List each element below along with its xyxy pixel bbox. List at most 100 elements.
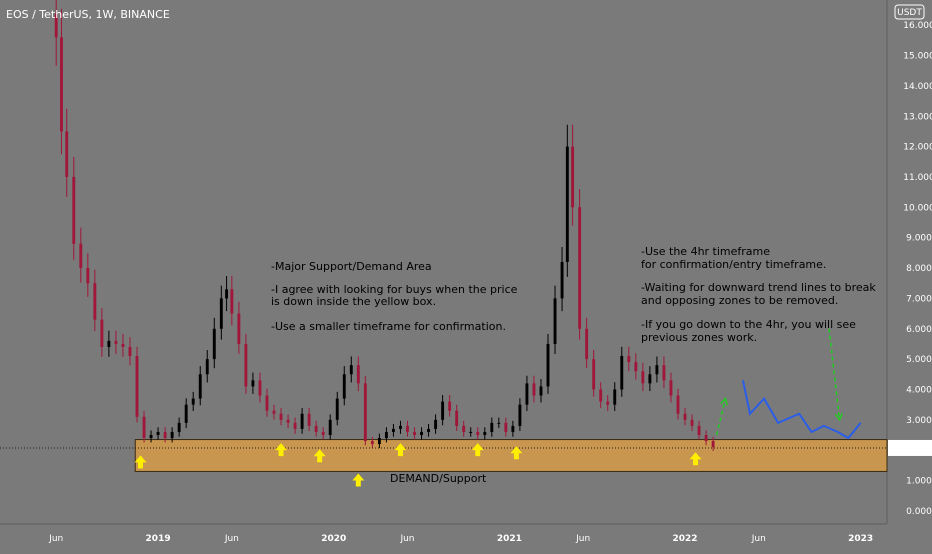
candle-body	[384, 431, 388, 439]
annotation-text: -If you go down to the 4hr, you will see	[641, 318, 856, 331]
candle-body	[560, 261, 564, 299]
x-tick-label: Jun	[399, 534, 414, 544]
candle-body	[349, 365, 353, 375]
candle-body	[156, 431, 160, 435]
trend-arrow-line	[715, 398, 727, 436]
candle-body	[634, 362, 638, 372]
candle-body	[399, 425, 402, 429]
x-tick-label: 2019	[146, 534, 171, 544]
candle-body	[177, 422, 181, 432]
candle-body	[225, 289, 229, 299]
candle-body	[565, 146, 569, 262]
candle-body	[219, 298, 223, 329]
y-tick-label: 14.000	[903, 82, 932, 92]
candle-body	[65, 131, 69, 177]
candle-body	[420, 431, 423, 435]
candle-body	[149, 435, 153, 439]
candle-body	[476, 431, 480, 435]
last-price-badge	[888, 439, 932, 456]
candle-body	[627, 356, 631, 363]
support-arrow-icon	[352, 473, 365, 487]
candle-body	[265, 395, 269, 411]
x-tick-label: Jun	[751, 534, 766, 544]
last-price-label: 2.073	[896, 445, 924, 455]
candle-body	[690, 419, 694, 426]
y-axis-panel	[887, 0, 932, 550]
candle-body	[300, 413, 304, 429]
support-arrow-icon	[134, 455, 147, 469]
y-tick-label: 9.000	[906, 234, 932, 244]
currency-badge[interactable]	[894, 4, 925, 20]
candle-body	[170, 431, 174, 439]
y-tick-label: 11.000	[903, 173, 932, 183]
candle-body	[620, 356, 624, 390]
candle-body	[135, 356, 139, 417]
candle-body	[669, 380, 673, 396]
plot-area	[0, 0, 887, 524]
annotation-text: previous zones work.	[641, 331, 757, 344]
candle-body	[704, 435, 708, 442]
candle-body	[328, 419, 332, 435]
y-tick-label: 1.000	[906, 477, 932, 487]
candle-body	[293, 422, 297, 429]
candle-body	[571, 146, 575, 208]
candle-body	[490, 422, 494, 432]
annotation-text: -I agree with looking for buys when the …	[271, 283, 518, 296]
candle-body	[79, 243, 83, 269]
candle-body	[114, 340, 118, 344]
y-tick-label: 6.000	[906, 325, 932, 335]
candle-body	[377, 438, 381, 445]
support-arrow-icon	[510, 446, 523, 460]
candle-body	[406, 425, 409, 432]
x-tick-label: 2023	[848, 534, 873, 544]
currency-badge-label: USDT	[897, 8, 922, 18]
candle-body	[578, 207, 582, 329]
candle-body	[363, 383, 367, 442]
candle-body	[72, 176, 76, 244]
candle-body	[60, 37, 63, 132]
candle-body	[54, 13, 58, 38]
trend-arrow-line	[828, 328, 841, 420]
x-tick-label: Jun	[224, 534, 239, 544]
annotation-text: -Use the 4hr timeframe	[641, 245, 770, 258]
candle-body	[307, 413, 311, 426]
candle-body	[662, 365, 666, 381]
y-tick-label: 8.000	[906, 264, 932, 274]
y-tick-label: 10.000	[903, 203, 932, 213]
candle-body	[205, 359, 209, 375]
support-arrow-icon	[394, 443, 407, 457]
annotation-text: -Major Support/Demand Area	[271, 260, 432, 273]
candle-body	[504, 422, 508, 432]
candle-body	[427, 428, 431, 432]
candle-body	[258, 380, 262, 396]
candle-body	[511, 425, 515, 432]
candle-body	[553, 298, 557, 344]
candle-body	[356, 365, 360, 384]
candle-body	[641, 371, 645, 384]
chart-title: EOS / TetherUS, 1W, BINANCE	[6, 8, 170, 21]
candle-body	[546, 343, 550, 387]
candle-body	[342, 374, 346, 399]
candle-body	[606, 401, 610, 405]
candle-body	[441, 401, 445, 420]
x-tick-label: Jun	[48, 534, 63, 544]
candle-body	[676, 395, 680, 414]
annotation-text: for confirmation/entry timeframe.	[641, 258, 826, 271]
support-arrow-icon	[689, 452, 702, 466]
candle-body	[314, 425, 318, 432]
x-tick-label: Jun	[575, 534, 590, 544]
candle-body	[251, 380, 255, 387]
candle-body	[592, 359, 596, 390]
candle-body	[462, 425, 466, 432]
y-tick-label: 0.000	[906, 507, 932, 517]
x-tick-label: 2022	[672, 534, 697, 544]
annotation-text: is down inside the yellow box.	[271, 295, 436, 308]
candle-body	[244, 343, 248, 387]
candle-body	[434, 419, 438, 429]
candle-body	[711, 441, 715, 448]
candle-body	[212, 328, 216, 360]
candle-body	[655, 365, 659, 375]
annotation-text: -Use a smaller timeframe for confirmatio…	[271, 320, 506, 333]
